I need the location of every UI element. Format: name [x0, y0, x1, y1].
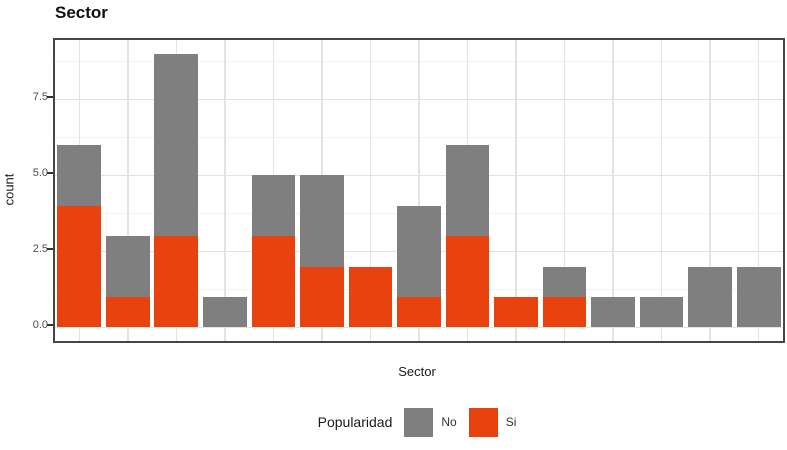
gridline-vertical — [757, 40, 760, 341]
y-tick-label: 2.5 — [32, 242, 48, 255]
gridline-vertical — [563, 40, 566, 341]
y-tick-label: 5.0 — [32, 166, 48, 179]
legend: Popularidad No Si — [53, 404, 781, 440]
bar-segment-si-9 — [445, 236, 490, 328]
bar-segment-si-8 — [397, 296, 441, 328]
gridline-vertical — [515, 40, 517, 341]
legend-label-no: No — [441, 415, 457, 429]
gridline-vertical — [369, 40, 372, 341]
legend-swatch-no — [404, 407, 434, 437]
gridline-vertical — [127, 40, 129, 341]
bar-segment-si-6 — [300, 266, 344, 328]
gridline-vertical — [418, 40, 420, 341]
y-tick-label: 0.0 — [32, 318, 48, 331]
y-tick-label: 7.5 — [32, 90, 48, 103]
legend-label-si: Si — [505, 415, 517, 429]
bar-segment-no-6 — [300, 175, 344, 267]
legend-entry-no: No — [404, 407, 457, 437]
bar-segment-no-8 — [397, 205, 441, 297]
legend-title: Popularidad — [317, 414, 393, 430]
bar-segment-no-12 — [591, 296, 635, 328]
bar-segment-no-5 — [251, 175, 296, 237]
bar-segment-no-14 — [688, 266, 733, 328]
legend-swatch-si — [468, 407, 498, 437]
y-tick-mark — [47, 172, 53, 175]
y-tick-mark — [47, 324, 53, 327]
bar-segment-si-3 — [154, 236, 199, 328]
bar-segment-si-2 — [105, 296, 150, 328]
bar-segment-no-1 — [57, 144, 102, 206]
bar-segment-no-11 — [542, 266, 587, 297]
chart-title: Sector — [55, 3, 108, 22]
bar-segment-si-11 — [542, 296, 587, 328]
bar-segment-no-9 — [445, 144, 490, 237]
plot-panel — [53, 38, 785, 343]
bar-segment-no-15 — [736, 266, 781, 328]
bar-segment-si-1 — [57, 205, 102, 328]
gridline-vertical — [660, 40, 663, 341]
y-tick-mark — [47, 96, 53, 99]
bar-segment-no-3 — [154, 53, 199, 237]
bar-segment-si-5 — [251, 236, 296, 328]
gridline-vertical — [224, 40, 226, 341]
bar-segment-si-7 — [348, 266, 393, 328]
x-axis-title: Sector — [398, 364, 436, 379]
legend-entry-si: Si — [468, 407, 517, 437]
bar-segment-si-10 — [494, 296, 538, 328]
bar-segment-no-13 — [639, 296, 684, 328]
bar-segment-no-2 — [105, 236, 150, 297]
y-tick-mark — [47, 248, 53, 251]
gridline-vertical — [709, 40, 711, 341]
y-axis-title: count — [1, 173, 17, 206]
gridline-vertical — [612, 40, 614, 341]
bar-segment-no-4 — [203, 296, 247, 328]
